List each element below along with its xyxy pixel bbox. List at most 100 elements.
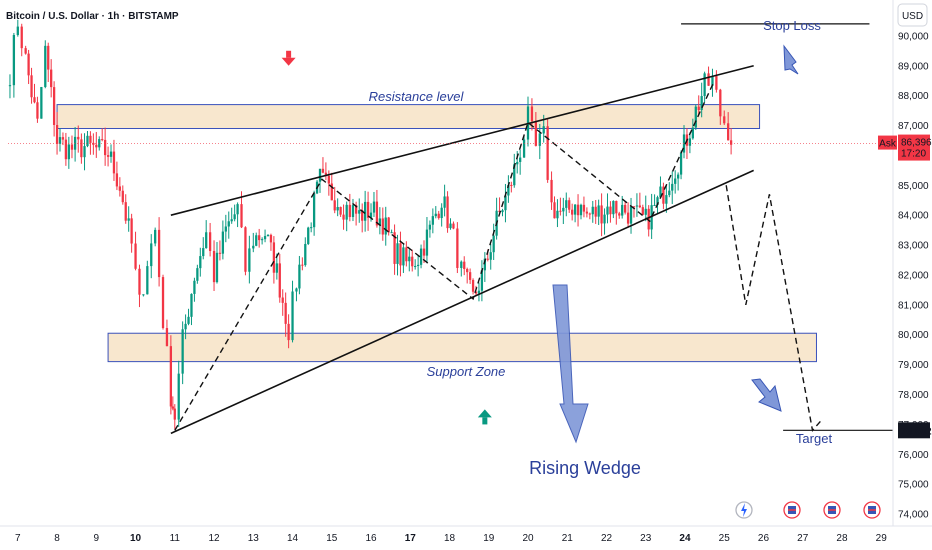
candle: [422, 248, 426, 256]
candle: [269, 234, 273, 243]
candle: [138, 268, 141, 295]
price-tick-label: 76,000: [898, 450, 929, 461]
candle: [77, 136, 80, 140]
candle: [618, 213, 621, 216]
candle: [86, 135, 89, 147]
candle: [165, 328, 169, 347]
candle: [342, 214, 345, 220]
candle: [130, 218, 133, 244]
candle: [486, 258, 489, 260]
candle: [298, 264, 301, 289]
candle: [372, 201, 376, 213]
candle: [384, 217, 387, 235]
candle: [679, 152, 683, 175]
candle: [530, 106, 534, 122]
time-tick-label: 13: [248, 533, 260, 544]
candle: [263, 236, 267, 240]
candle: [101, 139, 104, 141]
candle: [591, 206, 594, 215]
candle: [375, 201, 379, 226]
candle: [67, 144, 70, 160]
candle: [582, 204, 586, 212]
big-down-arrow-icon: [552, 284, 589, 444]
candle: [118, 186, 121, 191]
candle: [691, 127, 694, 139]
candle: [650, 205, 653, 230]
candle: [202, 248, 205, 257]
time-tick-label: 25: [719, 533, 731, 544]
candle: [635, 205, 639, 207]
candle: [489, 252, 492, 260]
candle: [707, 73, 710, 86]
candle: [177, 373, 180, 420]
candle: [727, 123, 730, 141]
candle: [52, 87, 56, 125]
candle: [703, 73, 706, 97]
candle: [629, 206, 633, 224]
candle: [12, 35, 16, 86]
candle: [244, 227, 247, 272]
us-flag-event-icon[interactable]: [823, 501, 841, 519]
candle: [393, 232, 396, 264]
candle: [121, 190, 124, 203]
candle: [437, 213, 440, 219]
stop-loss-up-arrow-icon: [783, 44, 799, 75]
candle: [351, 205, 355, 218]
candle: [161, 277, 165, 329]
candle: [193, 280, 196, 294]
candle: [443, 196, 446, 208]
candle: [70, 144, 74, 150]
candle: [187, 316, 190, 324]
candle: [240, 204, 243, 228]
candle: [275, 263, 278, 273]
candle: [336, 207, 339, 211]
candle: [671, 183, 674, 191]
currency-badge[interactable]: [897, 3, 928, 27]
candle: [150, 243, 153, 267]
candle: [103, 139, 107, 156]
candle: [181, 329, 184, 374]
candle: [573, 204, 577, 215]
candle: [169, 346, 173, 407]
price-tick-label: 90,000: [898, 31, 929, 42]
candle: [16, 26, 19, 36]
lightning-event-icon[interactable]: [735, 501, 753, 519]
candle: [653, 204, 656, 206]
target-label: Target: [796, 431, 833, 446]
candle: [452, 223, 455, 229]
candle: [327, 175, 330, 184]
candle: [688, 138, 692, 146]
candle: [24, 48, 27, 54]
candle: [507, 184, 510, 196]
us-flag-event-icon[interactable]: [863, 501, 881, 519]
candle: [215, 252, 219, 283]
currency-label: USD: [902, 11, 923, 22]
candle: [98, 139, 101, 148]
candle: [603, 214, 606, 224]
candle: [546, 126, 549, 180]
candle: [431, 216, 434, 225]
candle: [208, 232, 212, 251]
time-tick-label: 24: [679, 533, 691, 544]
candle: [516, 161, 519, 165]
candle: [73, 136, 77, 150]
lightning-glyph: [741, 503, 747, 517]
price-tick-label: 85,000: [898, 181, 929, 192]
candle: [190, 293, 193, 317]
us-flag-event-icon[interactable]: [783, 501, 801, 519]
candle: [665, 195, 668, 204]
candle: [519, 157, 522, 162]
candle: [542, 126, 545, 134]
candle: [723, 116, 726, 124]
candle: [348, 204, 351, 218]
candle: [534, 121, 538, 146]
candle: [674, 178, 677, 184]
time-tick-label: 10: [130, 533, 142, 544]
candle: [697, 106, 700, 111]
time-tick-label: 18: [444, 533, 456, 544]
chart-header-title: Bitcoin / U.S. Dollar · 1h · BITSTAMP: [6, 11, 179, 22]
time-tick-label: 16: [365, 533, 377, 544]
candle: [301, 264, 304, 266]
